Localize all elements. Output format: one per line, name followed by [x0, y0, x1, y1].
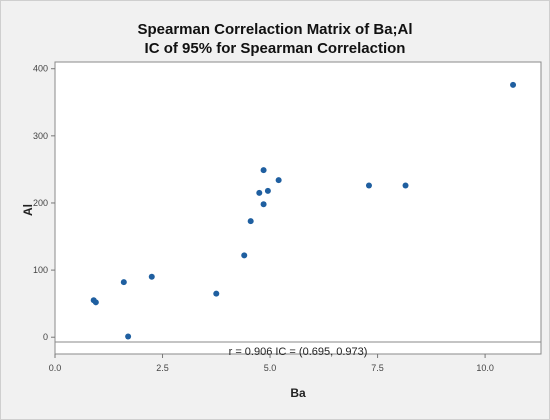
y-axis-label: Al: [21, 204, 35, 216]
correlation-annotation: r = 0.906 IC = (0.695, 0.973): [229, 346, 368, 358]
data-point: [241, 252, 248, 259]
data-point: [120, 279, 127, 286]
data-point: [148, 273, 155, 280]
data-point: [260, 201, 267, 208]
y-tick-label: 300: [33, 131, 48, 141]
data-point: [256, 189, 263, 196]
data-point: [125, 333, 132, 340]
x-tick-label: 10.0: [476, 363, 494, 373]
data-point: [264, 187, 271, 194]
chart-subtitle: IC of 95% for Spearman Correlaction: [144, 40, 406, 57]
y-tick-label: 200: [33, 198, 48, 208]
plot-area: [54, 61, 542, 355]
data-point: [275, 177, 282, 184]
data-point: [510, 81, 517, 88]
data-point: [213, 290, 220, 297]
x-tick-label: 5.0: [264, 363, 277, 373]
data-point: [365, 182, 372, 189]
y-tick-label: 0: [43, 332, 48, 342]
x-tick-label: 7.5: [371, 363, 384, 373]
y-tick-label: 400: [33, 64, 48, 74]
data-point: [247, 218, 254, 225]
y-tick-label: 100: [33, 265, 48, 275]
data-point: [92, 299, 99, 306]
data-point: [260, 167, 267, 174]
x-axis-label: Ba: [290, 386, 306, 400]
data-point: [402, 182, 409, 189]
x-tick-label: 2.5: [156, 363, 169, 373]
x-tick-label: 0.0: [49, 363, 62, 373]
chart-title: Spearman Correlaction Matrix of Ba;Al: [137, 21, 413, 38]
